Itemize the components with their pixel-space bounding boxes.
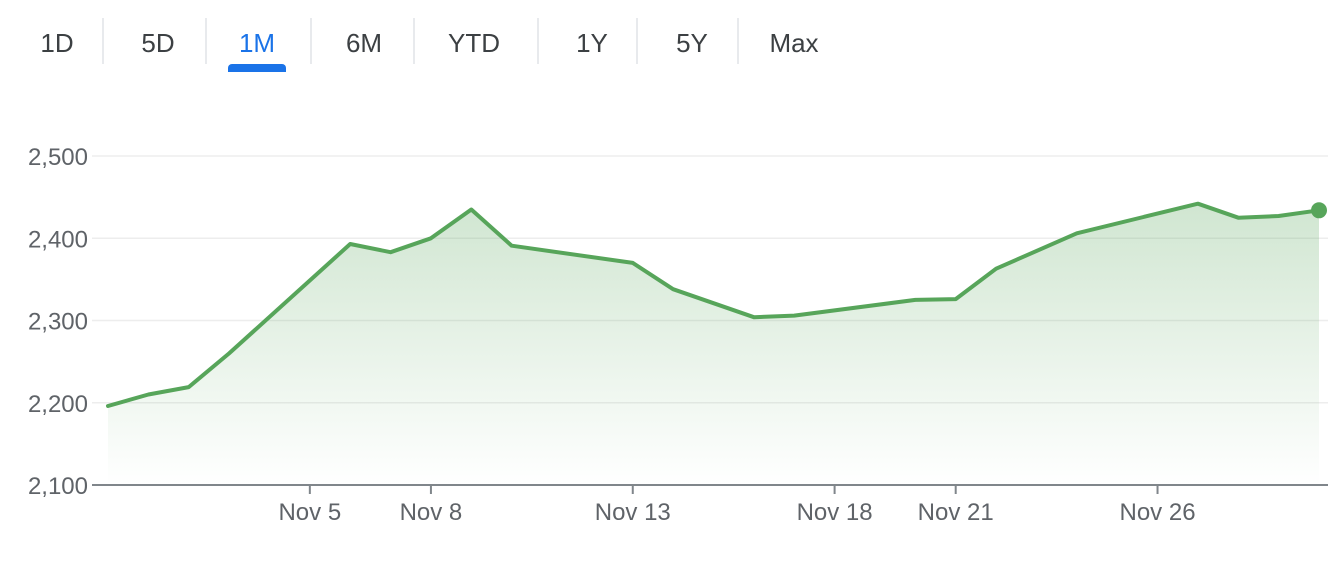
price-line <box>106 201 1321 408</box>
current-value-point <box>1311 202 1327 219</box>
data-points <box>1311 202 1327 219</box>
tab-max[interactable]: Max <box>769 27 819 58</box>
price-area-fill <box>108 203 1319 485</box>
tab-5d[interactable]: 5D <box>141 27 175 58</box>
tab-6m[interactable]: 6M <box>345 27 383 58</box>
tab-ytd[interactable]: YTD <box>448 27 500 58</box>
tab-separator <box>102 18 104 64</box>
x-tick-label: Nov 26 <box>1120 499 1196 526</box>
tab-1d[interactable]: 1D <box>40 27 74 58</box>
x-tick-label: Nov 21 <box>918 499 994 526</box>
time-range-tabs: 1D 5D 1M 6M YTD 1Y 5Y Max <box>0 0 1336 80</box>
x-tick-label: Nov 18 <box>797 499 873 526</box>
tab-5y[interactable]: 5Y <box>676 27 708 58</box>
tab-separator <box>636 18 638 64</box>
tab-separator <box>310 18 312 64</box>
x-tick-label: Nov 13 <box>595 499 671 526</box>
y-tick-label: 2,400 <box>28 226 88 253</box>
tab-separator <box>537 18 539 64</box>
active-tab-indicator <box>228 64 286 72</box>
tab-separator <box>737 18 739 64</box>
tab-1y[interactable]: 1Y <box>576 27 608 58</box>
x-axis: Nov 5 Nov 8 Nov 13 Nov 18 Nov 21 Nov 26 <box>92 484 1328 526</box>
y-tick-label: 2,100 <box>28 473 88 500</box>
y-tick-label: 2,500 <box>28 144 88 171</box>
tab-1m[interactable]: 1M <box>238 27 276 58</box>
tab-separator <box>413 18 415 64</box>
x-tick-label: Nov 5 <box>278 499 341 526</box>
y-tick-label: 2,300 <box>28 309 88 336</box>
y-tick-label: 2,200 <box>28 391 88 418</box>
x-tick-label: Nov 8 <box>400 499 463 526</box>
y-axis: 2,100 2,200 2,300 2,400 2,500 <box>28 144 88 500</box>
tab-separator <box>205 18 207 64</box>
